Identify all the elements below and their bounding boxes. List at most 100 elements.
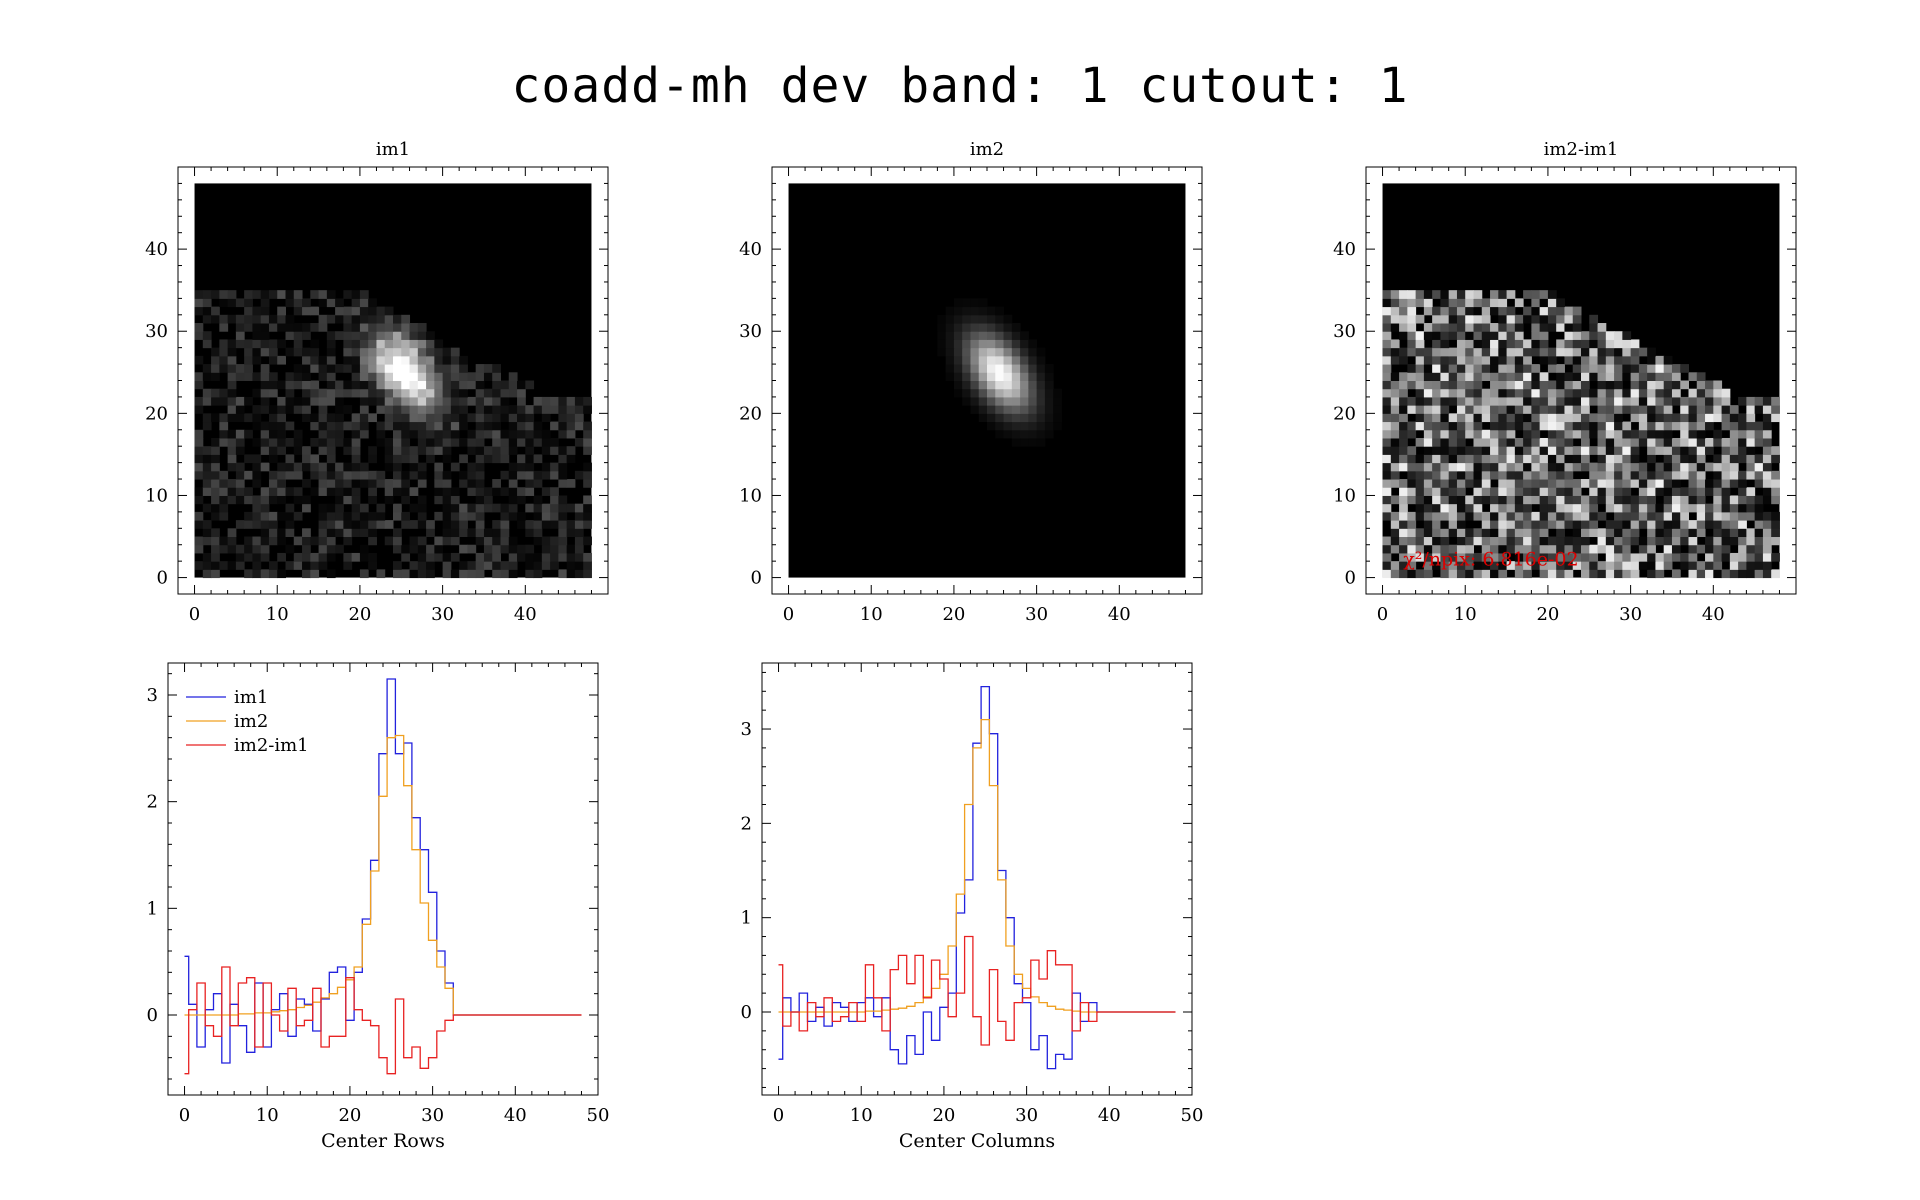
image-pixel: [1738, 446, 1747, 455]
image-pixel: [1564, 462, 1574, 472]
image-pixel: [1531, 388, 1541, 398]
image-pixel: [1456, 298, 1466, 308]
image-pixel: [533, 552, 543, 562]
image-pixel: [1589, 552, 1599, 562]
image-pixel: [277, 380, 286, 390]
image-pixel: [401, 347, 411, 357]
image-pixel: [1448, 454, 1458, 464]
image-pixel: [442, 479, 452, 488]
image-pixel: [1614, 437, 1623, 447]
image-pixel: [1490, 429, 1499, 439]
image-pixel: [1448, 372, 1458, 381]
panel-2-xtick-label: 0: [783, 604, 794, 625]
image-pixel: [962, 314, 971, 324]
image-pixel: [1655, 388, 1665, 398]
image-pixel: [202, 470, 212, 480]
image-pixel: [1448, 528, 1458, 538]
image-pixel: [1448, 413, 1458, 423]
image-pixel: [268, 421, 278, 431]
image-pixel: [1423, 503, 1433, 513]
image-pixel: [558, 511, 568, 521]
image-pixel: [219, 396, 229, 406]
image-pixel: [1663, 364, 1673, 373]
image-pixel: [1721, 479, 1731, 488]
image-pixel: [384, 413, 394, 423]
panel-3-xtick-label: 20: [1536, 604, 1559, 625]
image-pixel: [326, 520, 336, 529]
image-pixel: [1390, 536, 1400, 546]
image-pixel: [1597, 405, 1607, 414]
image-pixel: [1614, 331, 1623, 340]
image-pixel: [492, 487, 501, 496]
image-pixel: [517, 544, 526, 554]
image-pixel: [1688, 372, 1698, 381]
image-pixel: [376, 479, 386, 488]
image-pixel: [1432, 528, 1441, 538]
image-pixel: [1721, 405, 1731, 414]
image-pixel: [368, 306, 377, 316]
image-pixel: [450, 569, 460, 579]
profile-2-xtick-label: 50: [1181, 1105, 1204, 1126]
image-pixel: [483, 495, 493, 505]
image-pixel: [1382, 405, 1392, 414]
image-pixel: [1390, 544, 1400, 554]
image-pixel: [1415, 355, 1425, 365]
image-pixel: [1688, 495, 1698, 505]
image-pixel: [194, 446, 204, 455]
image-pixel: [467, 487, 477, 496]
image-pixel: [235, 298, 245, 308]
image-pixel: [475, 561, 485, 570]
image-pixel: [583, 405, 592, 414]
image-pixel: [326, 470, 336, 480]
image-pixel: [450, 503, 460, 513]
image-pixel: [293, 290, 303, 299]
image-pixel: [1696, 487, 1706, 496]
image-pixel: [483, 405, 493, 414]
image-pixel: [1399, 487, 1408, 496]
image-pixel: [335, 544, 344, 554]
image-pixel: [211, 536, 220, 546]
image-pixel: [525, 552, 535, 562]
image-pixel: [194, 355, 204, 365]
image-pixel: [1390, 388, 1400, 398]
image-pixel: [1622, 511, 1632, 521]
image-pixel: [1721, 503, 1731, 513]
image-pixel: [335, 413, 344, 423]
image-pixel: [359, 528, 369, 538]
image-pixel: [1465, 421, 1474, 431]
image-pixel: [1547, 298, 1557, 308]
image-pixel: [1036, 355, 1046, 365]
image-pixel: [475, 520, 485, 529]
image-pixel: [1564, 429, 1574, 439]
image-pixel: [1003, 355, 1013, 365]
image-pixel: [1473, 569, 1483, 579]
image-pixel: [376, 396, 386, 406]
image-pixel: [1597, 561, 1607, 570]
image-pixel: [1630, 446, 1640, 455]
image-pixel: [1465, 470, 1474, 480]
image-pixel: [1531, 306, 1541, 316]
image-pixel: [1423, 544, 1433, 554]
image-pixel: [211, 437, 220, 447]
image-pixel: [376, 347, 386, 357]
image-pixel: [244, 536, 253, 546]
image-pixel: [202, 454, 212, 464]
image-pixel: [343, 561, 353, 570]
image-pixel: [459, 528, 468, 538]
profile-2-xtick-label: 20: [932, 1105, 955, 1126]
image-pixel: [293, 552, 303, 562]
image-pixel: [1407, 339, 1417, 349]
profile-1-frame: [167, 662, 599, 1096]
image-pixel: [1465, 569, 1474, 579]
image-pixel: [219, 561, 229, 570]
image-pixel: [1771, 520, 1780, 529]
image-pixel: [1605, 552, 1615, 562]
image-pixel: [227, 536, 237, 546]
image-pixel: [260, 462, 270, 472]
image-pixel: [384, 405, 394, 414]
image-pixel: [1523, 372, 1532, 381]
image-pixel: [211, 314, 220, 324]
image-pixel: [302, 298, 311, 308]
image-pixel: [1382, 380, 1392, 390]
